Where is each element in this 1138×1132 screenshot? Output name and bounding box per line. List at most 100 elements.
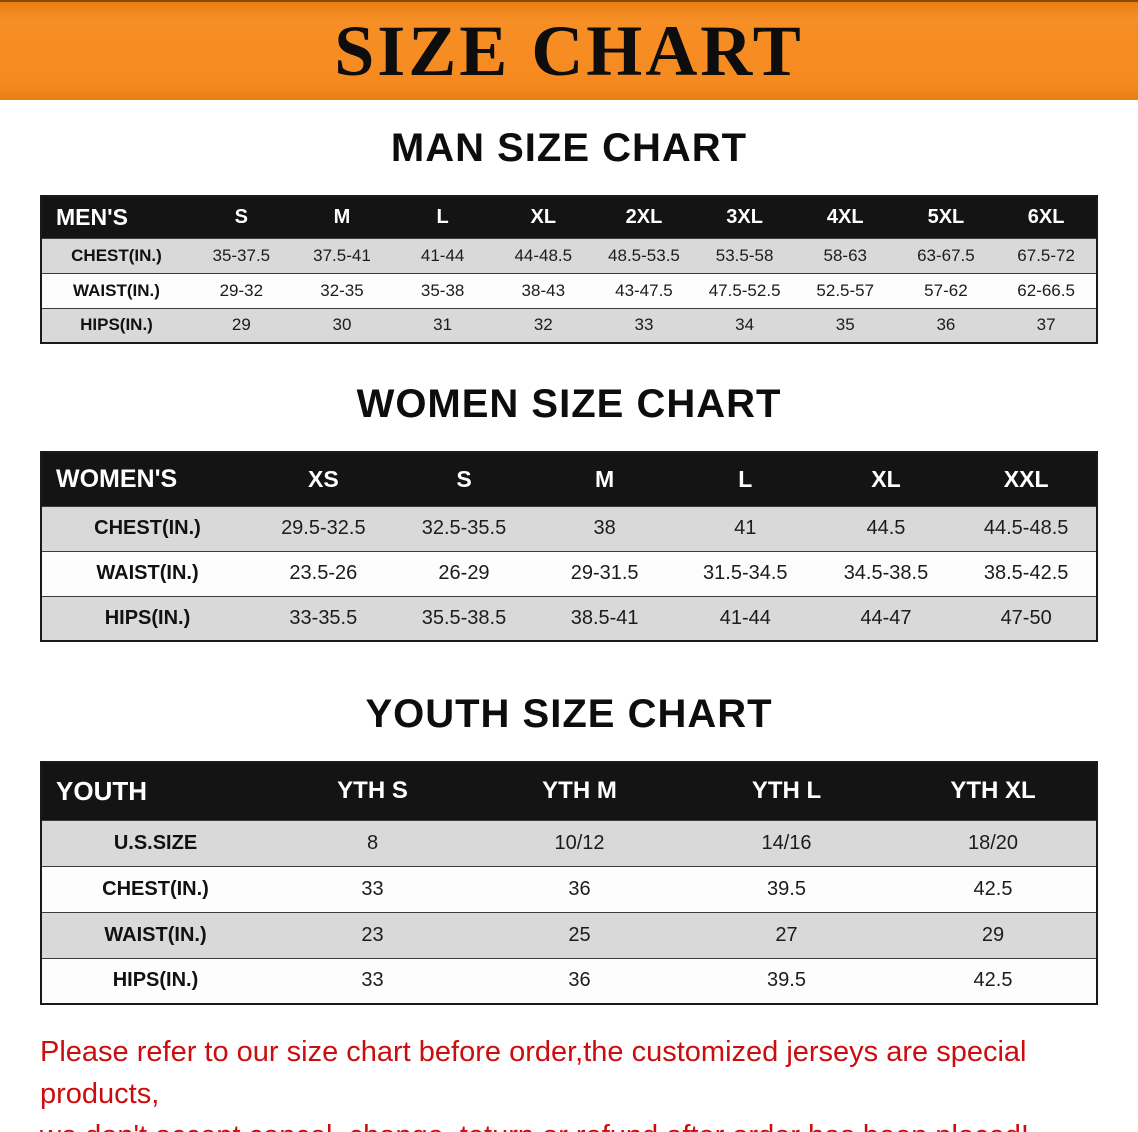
women-section-heading: WOMEN SIZE CHART — [356, 382, 782, 426]
size-column-header: L — [392, 196, 493, 238]
size-value-cell: 23.5-26 — [253, 550, 394, 597]
size-value-cell: 27 — [683, 911, 890, 959]
size-value-cell: 37 — [996, 307, 1097, 344]
size-column-header: 4XL — [794, 196, 896, 238]
size-value-cell: 23 — [269, 911, 476, 959]
size-column-header: YTH M — [476, 762, 683, 820]
size-value-cell: 39.5 — [683, 957, 890, 1005]
size-column-header: YTH XL — [890, 762, 1097, 820]
size-column-header: M — [291, 196, 393, 238]
size-value-cell: 41-44 — [392, 237, 493, 274]
size-value-cell: 44-48.5 — [492, 237, 594, 274]
size-value-cell: 35.5-38.5 — [393, 595, 535, 642]
size-value-cell: 8 — [269, 819, 476, 867]
table-row: WAIST(IN.) 23 25 27 29 — [41, 911, 1097, 959]
row-label: WAIST(IN.) — [41, 550, 253, 597]
size-value-cell: 36 — [476, 957, 683, 1005]
size-value-cell: 35-37.5 — [191, 237, 292, 274]
men-table-body: CHEST(IN.) 35-37.5 37.5-41 41-44 44-48.5 48.5… — [41, 237, 1097, 344]
table-row: HIPS(IN.) 33 36 39.5 42.5 — [41, 957, 1097, 1005]
size-value-cell: 62-66.5 — [996, 272, 1097, 309]
size-column-header: 2XL — [593, 196, 695, 238]
men-section-heading: MAN SIZE CHART — [390, 126, 748, 170]
size-value-cell: 38-43 — [492, 272, 594, 309]
size-column-header: XL — [815, 452, 957, 506]
table-row: WAIST(IN.) 23.5-26 26-29 29-31.5 31.5-34.5 34… — [41, 550, 1097, 597]
row-label: HIPS(IN.) — [41, 307, 191, 344]
size-value-cell: 31.5-34.5 — [674, 550, 816, 597]
size-value-cell: 39.5 — [683, 865, 890, 913]
youth-size-table: YOUTH YTH S YTH M YTH L YTH XL U.S.SIZE 8 10/1… — [40, 761, 1098, 1005]
size-column-header: L — [674, 452, 816, 506]
size-column-header: XXL — [956, 452, 1097, 506]
men-table-header: MEN'S S M L XL 2XL 3XL 4XL 5XL 6XL — [41, 196, 1097, 238]
size-column-header: S — [191, 196, 292, 238]
disclaimer-line-1: Please refer to our size chart before or… — [40, 1036, 1027, 1111]
size-value-cell: 26-29 — [393, 550, 535, 597]
youth-table-header: YOUTH YTH S YTH M YTH L YTH XL — [41, 762, 1097, 820]
size-value-cell: 32.5-35.5 — [393, 505, 535, 552]
size-value-cell: 35 — [794, 307, 896, 344]
size-value-cell: 29-32 — [191, 272, 292, 309]
size-value-cell: 33 — [269, 957, 476, 1005]
youth-table-body: U.S.SIZE 8 10/12 14/16 18/20 CHEST(IN.) 33 36 39… — [41, 819, 1097, 1005]
row-label: HIPS(IN.) — [41, 595, 253, 642]
size-value-cell: 33 — [593, 307, 695, 344]
size-column-header: S — [393, 452, 535, 506]
row-label: WAIST(IN.) — [41, 911, 269, 959]
size-value-cell: 41 — [674, 505, 816, 552]
table-row: CHEST(IN.) 35-37.5 37.5-41 41-44 44-48.5 48.5… — [41, 237, 1097, 274]
size-value-cell: 29 — [191, 307, 292, 344]
table-row: HIPS(IN.) 33-35.5 35.5-38.5 38.5-41 41-44 44-… — [41, 595, 1097, 642]
size-column-header: 5XL — [895, 196, 997, 238]
size-value-cell: 38.5-41 — [534, 595, 675, 642]
size-column-header: YTH S — [269, 762, 476, 820]
table-header-label: WOMEN'S — [41, 452, 253, 506]
size-value-cell: 38.5-42.5 — [956, 550, 1097, 597]
table-row: CHEST(IN.) 33 36 39.5 42.5 — [41, 865, 1097, 913]
row-label: WAIST(IN.) — [41, 272, 191, 309]
row-label: CHEST(IN.) — [41, 237, 191, 274]
size-value-cell: 38 — [534, 505, 675, 552]
size-value-cell: 53.5-58 — [694, 237, 795, 274]
size-value-cell: 33-35.5 — [253, 595, 394, 642]
row-label: CHEST(IN.) — [41, 865, 269, 913]
size-value-cell: 63-67.5 — [895, 237, 997, 274]
size-value-cell: 34.5-38.5 — [815, 550, 957, 597]
size-value-cell: 29 — [890, 911, 1097, 959]
women-table-header: WOMEN'S XS S M L XL XXL — [41, 452, 1097, 506]
disclaimer-text: Please refer to our size chart before or… — [40, 1031, 1108, 1132]
size-value-cell: 52.5-57 — [794, 272, 896, 309]
size-value-cell: 37.5-41 — [291, 237, 393, 274]
size-value-cell: 44.5-48.5 — [956, 505, 1097, 552]
size-column-header: M — [534, 452, 675, 506]
size-value-cell: 44-47 — [815, 595, 957, 642]
size-value-cell: 33 — [269, 865, 476, 913]
size-value-cell: 18/20 — [890, 819, 1097, 867]
page-title: SIZE CHART — [334, 11, 804, 91]
size-column-header: XL — [492, 196, 594, 238]
size-value-cell: 32 — [492, 307, 594, 344]
table-row: CHEST(IN.) 29.5-32.5 32.5-35.5 38 41 44.5 44.5… — [41, 505, 1097, 552]
size-value-cell: 58-63 — [794, 237, 896, 274]
women-size-table: WOMEN'S XS S M L XL XXL CHEST(IN.) 29.5-32.5 32.… — [40, 451, 1098, 642]
disclaimer-line-2: we don't accept cancel, change, teturn o… — [40, 1115, 1108, 1132]
men-size-table: MEN'S S M L XL 2XL 3XL 4XL 5XL 6XL CHEST(IN.) 35-3… — [40, 195, 1098, 344]
size-value-cell: 43-47.5 — [593, 272, 695, 309]
size-value-cell: 32-35 — [291, 272, 393, 309]
size-value-cell: 29.5-32.5 — [253, 505, 394, 552]
size-value-cell: 35-38 — [392, 272, 493, 309]
size-value-cell: 44.5 — [815, 505, 957, 552]
size-column-header: YTH L — [683, 762, 890, 820]
size-value-cell: 67.5-72 — [996, 237, 1097, 274]
table-row: HIPS(IN.) 29 30 31 32 33 34 35 36 37 — [41, 307, 1097, 344]
row-label: HIPS(IN.) — [41, 957, 269, 1005]
size-value-cell: 47-50 — [956, 595, 1097, 642]
title-banner: SIZE CHART — [0, 0, 1138, 100]
youth-section-heading: YOUTH SIZE CHART — [365, 692, 773, 736]
size-value-cell: 29-31.5 — [534, 550, 675, 597]
size-value-cell: 36 — [476, 865, 683, 913]
size-value-cell: 14/16 — [683, 819, 890, 867]
size-value-cell: 42.5 — [890, 957, 1097, 1005]
size-value-cell: 57-62 — [895, 272, 997, 309]
